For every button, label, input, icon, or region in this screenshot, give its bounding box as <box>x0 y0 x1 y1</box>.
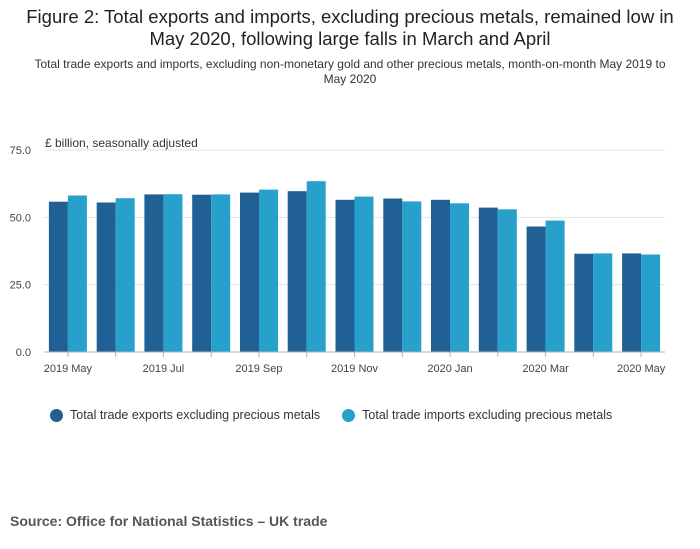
bar-exports <box>622 253 642 352</box>
chart-subtitle: Total trade exports and imports, excludi… <box>34 57 666 86</box>
bar-imports <box>115 198 135 352</box>
bar-exports <box>240 192 259 352</box>
bar-imports <box>545 220 565 352</box>
x-tick-label: 2019 Sep <box>235 363 282 375</box>
bar-exports <box>192 194 212 352</box>
x-tick-label: 2020 May <box>617 363 666 375</box>
bar-exports <box>48 201 68 352</box>
legend-item-imports: Total trade imports excluding precious m… <box>342 408 612 422</box>
bar-imports <box>497 209 517 352</box>
bar-exports <box>96 202 116 352</box>
bar-imports <box>450 203 469 352</box>
y-tick-label: 0.0 <box>16 347 31 359</box>
x-tick-label: 2020 Mar <box>522 363 569 375</box>
y-tick-label: 50.0 <box>10 212 31 224</box>
chart-title: Figure 2: Total exports and imports, exc… <box>26 6 674 49</box>
y-axis-label: £ billion, seasonally adjusted <box>45 136 198 150</box>
source-note: Source: Office for National Statistics –… <box>10 513 328 529</box>
bar-imports <box>306 181 326 352</box>
bar-imports <box>641 254 661 352</box>
legend-label-exports: Total trade exports excluding precious m… <box>70 408 321 422</box>
x-tick-label: 2019 Nov <box>331 363 379 375</box>
bar-exports <box>287 191 307 352</box>
bar-imports <box>259 189 278 352</box>
bar-exports <box>335 199 355 352</box>
bar-imports <box>354 196 374 352</box>
x-tick-label: 2019 Jul <box>143 363 185 375</box>
bars <box>48 181 661 352</box>
bar-imports <box>67 195 87 352</box>
legend-item-exports: Total trade exports excluding precious m… <box>50 408 320 422</box>
bar-chart: 75.0 50.0 25.0 0.0 £ billion, seasonally ad… <box>10 136 666 375</box>
legend: Total trade exports excluding precious m… <box>50 408 634 422</box>
y-tick-label: 75.0 <box>10 145 31 157</box>
bar-exports <box>144 194 164 352</box>
bar-imports <box>593 253 613 352</box>
x-tick-label: 2020 Jan <box>427 363 472 375</box>
legend-swatch-imports <box>342 408 356 422</box>
bar-exports <box>383 198 403 352</box>
x-tick-label: 2019 May <box>44 363 93 375</box>
bar-exports <box>526 226 546 352</box>
bar-imports <box>163 194 183 352</box>
bar-imports <box>402 201 422 352</box>
x-axis: 2019 May 2019 Jul 2019 Sep 2019 Nov 2020 Jan… <box>44 351 666 375</box>
bar-exports <box>431 199 450 352</box>
bar-exports <box>478 207 498 352</box>
legend-label-imports: Total trade imports excluding precious m… <box>362 408 613 422</box>
bar-exports <box>574 253 594 352</box>
bar-imports <box>211 194 231 352</box>
legend-swatch-exports <box>50 408 63 422</box>
y-tick-label: 25.0 <box>10 280 31 292</box>
